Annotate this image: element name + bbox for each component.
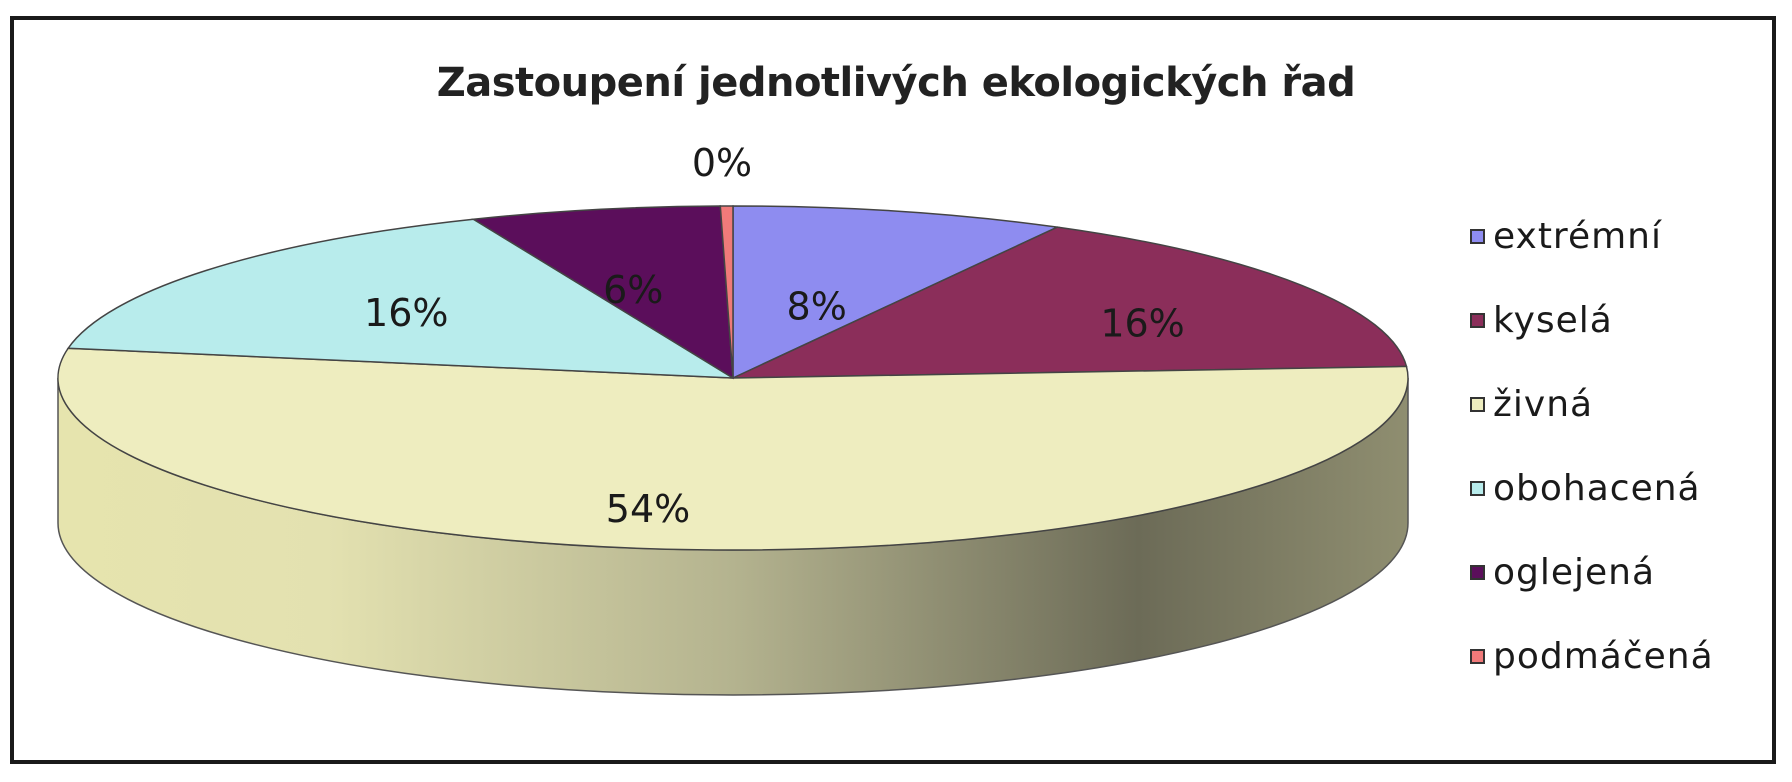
legend-item-zivna: živná [1470,362,1714,446]
pie-slice-extremni [732,205,1060,380]
legend-label-obohacena: obohacená [1493,467,1701,509]
pie-slice-obohacena [66,218,734,379]
legend-item-extremni: extrémní [1470,194,1714,278]
pie-label-extremni: 8% [787,285,847,329]
legend-swatch-zivna [1470,396,1485,412]
legend-label-podmacena: podmáčená [1493,635,1714,677]
pie-slice-podmacena [719,205,734,379]
pie-labels-group: 8% 16% 54% 16% 6% 0% [364,141,1185,531]
legend-label-kysela: kyselá [1493,299,1613,341]
legend-label-extremni: extrémní [1493,215,1662,257]
legend-item-obohacena: obohacená [1470,446,1714,530]
pie-slice-oglejena [471,205,734,380]
legend: extrémní kyselá živná obohacená oglejená… [1470,194,1714,698]
legend-item-kysela: kyselá [1470,278,1714,362]
legend-swatch-extremni [1470,228,1485,244]
legend-label-zivna: živná [1493,383,1594,425]
pie-label-zivna: 54% [606,487,690,531]
legend-swatch-obohacena [1470,480,1485,496]
pie-label-oglejena: 6% [603,268,663,312]
legend-item-podmacena: podmáčená [1470,614,1714,698]
pie-label-podmacena: 0% [692,141,752,185]
pie-label-kysela: 16% [1100,302,1184,346]
legend-label-oglejena: oglejená [1493,551,1656,593]
pie-top-group [57,205,1409,551]
legend-swatch-oglejena [1470,564,1485,580]
chart-title: Zastoupení jednotlivých ekologických řad [436,60,1356,106]
pie-slice-kysela [732,226,1408,379]
pie-label-obohacena: 16% [364,291,448,335]
pie-slice-zivna [57,347,1409,551]
legend-item-oglejena: oglejená [1470,530,1714,614]
legend-swatch-podmacena [1470,648,1485,664]
legend-swatch-kysela [1470,312,1485,328]
